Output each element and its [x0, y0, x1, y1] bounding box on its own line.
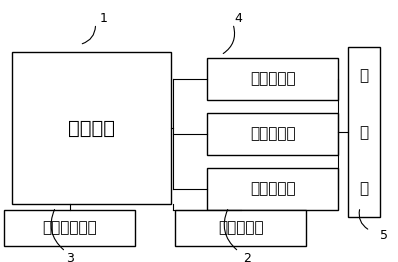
Text: 控制单元: 控制单元 — [68, 119, 115, 138]
Text: 壁: 壁 — [360, 182, 369, 196]
Text: 压力传感器: 压力传感器 — [250, 126, 295, 141]
Bar — [207, 58, 338, 100]
Text: 压力传感器: 压力传感器 — [250, 181, 295, 196]
Bar — [207, 168, 338, 210]
Text: 5: 5 — [380, 229, 388, 242]
Bar — [4, 210, 135, 246]
Text: 2: 2 — [243, 252, 251, 262]
Text: 3: 3 — [66, 252, 74, 262]
Text: 力: 力 — [360, 125, 369, 140]
Text: 1: 1 — [100, 12, 107, 25]
Text: 4: 4 — [235, 12, 243, 25]
Bar — [348, 47, 380, 217]
Text: 导: 导 — [360, 68, 369, 83]
Text: 压力传感器: 压力传感器 — [250, 71, 295, 86]
Text: 重量传感器: 重量传感器 — [218, 220, 263, 236]
Bar — [12, 52, 171, 204]
Bar — [207, 113, 338, 155]
Text: 加速度传感器: 加速度传感器 — [42, 220, 97, 236]
Bar — [175, 210, 306, 246]
